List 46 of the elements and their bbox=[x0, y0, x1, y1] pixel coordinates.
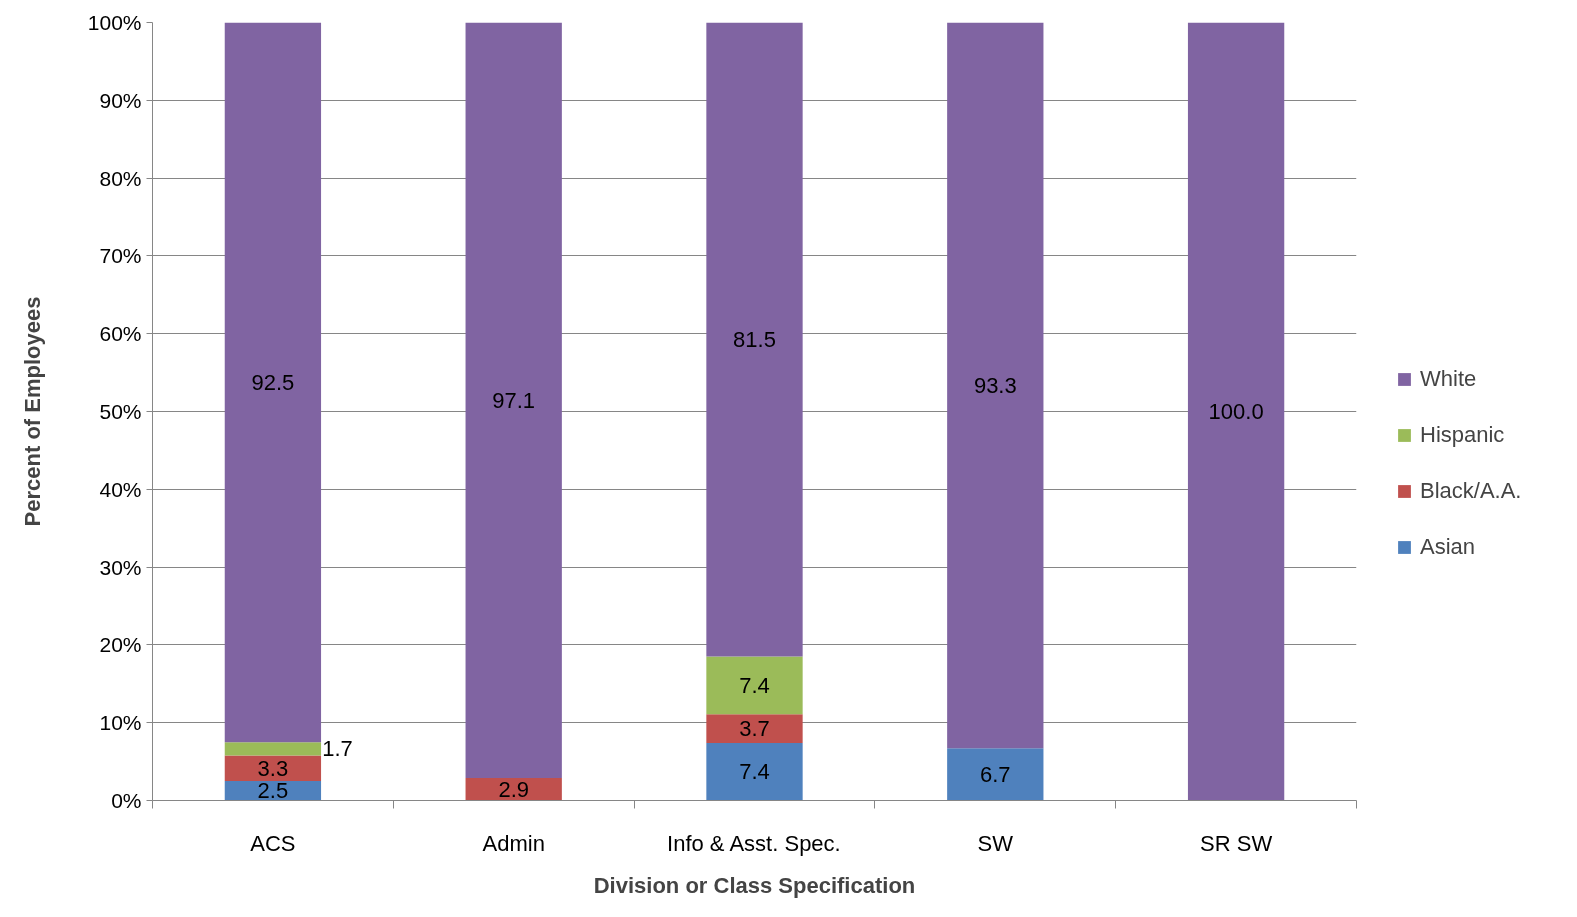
bar bbox=[706, 656, 803, 715]
data-label: 2.9 bbox=[498, 776, 529, 802]
data-label: 3.3 bbox=[257, 755, 289, 781]
bar bbox=[706, 22, 803, 657]
x-tick-label: Info & Asst. Spec. bbox=[667, 830, 841, 856]
data-label: 7.4 bbox=[739, 672, 770, 698]
y-tick-label: 70% bbox=[99, 244, 142, 268]
bar bbox=[224, 755, 322, 782]
legend-label: Black/A.A. bbox=[1420, 478, 1522, 504]
y-tick-label: 30% bbox=[99, 555, 142, 579]
y-tick-label: 90% bbox=[99, 88, 142, 112]
legend-label: Hispanic bbox=[1420, 422, 1505, 448]
bar bbox=[947, 748, 1044, 801]
bar bbox=[947, 22, 1044, 749]
x-tick-label: Admin bbox=[482, 830, 545, 856]
y-tick-label: 80% bbox=[99, 166, 142, 190]
data-label: 92.5 bbox=[251, 369, 295, 395]
data-label: 100.0 bbox=[1208, 399, 1264, 424]
bar bbox=[465, 22, 562, 778]
x-axis-title: Division or Class Specification bbox=[593, 872, 916, 898]
data-label: 81.5 bbox=[733, 327, 776, 353]
y-tick-label: 10% bbox=[99, 711, 142, 735]
y-tick-label: 50% bbox=[99, 400, 142, 423]
data-label: 93.3 bbox=[973, 372, 1017, 398]
bar bbox=[1187, 22, 1285, 801]
data-label: 7.4 bbox=[739, 759, 770, 785]
y-tick-label: 40% bbox=[99, 477, 142, 501]
bar bbox=[224, 742, 322, 756]
legend-label: Asian bbox=[1420, 534, 1476, 560]
y-tick-label: 100% bbox=[87, 11, 142, 34]
data-label: 2.5 bbox=[257, 778, 289, 804]
bar bbox=[224, 22, 322, 743]
x-tick-label: SW bbox=[977, 830, 1014, 856]
data-label: 6.7 bbox=[980, 761, 1011, 787]
data-label: 97.1 bbox=[492, 387, 536, 413]
bar bbox=[706, 742, 803, 801]
y-tick-label: 0% bbox=[111, 789, 142, 812]
y-tick-label: 20% bbox=[99, 633, 142, 657]
legend-label: White bbox=[1420, 366, 1477, 392]
y-axis-title: Percent of Employees bbox=[19, 296, 45, 527]
x-tick-label: SR SW bbox=[1200, 830, 1273, 856]
y-tick-label: 60% bbox=[99, 322, 142, 346]
bar bbox=[706, 714, 803, 743]
data-label: 1.7 bbox=[322, 736, 353, 762]
x-tick-label: ACS bbox=[250, 830, 296, 856]
data-label: 3.7 bbox=[739, 716, 770, 742]
